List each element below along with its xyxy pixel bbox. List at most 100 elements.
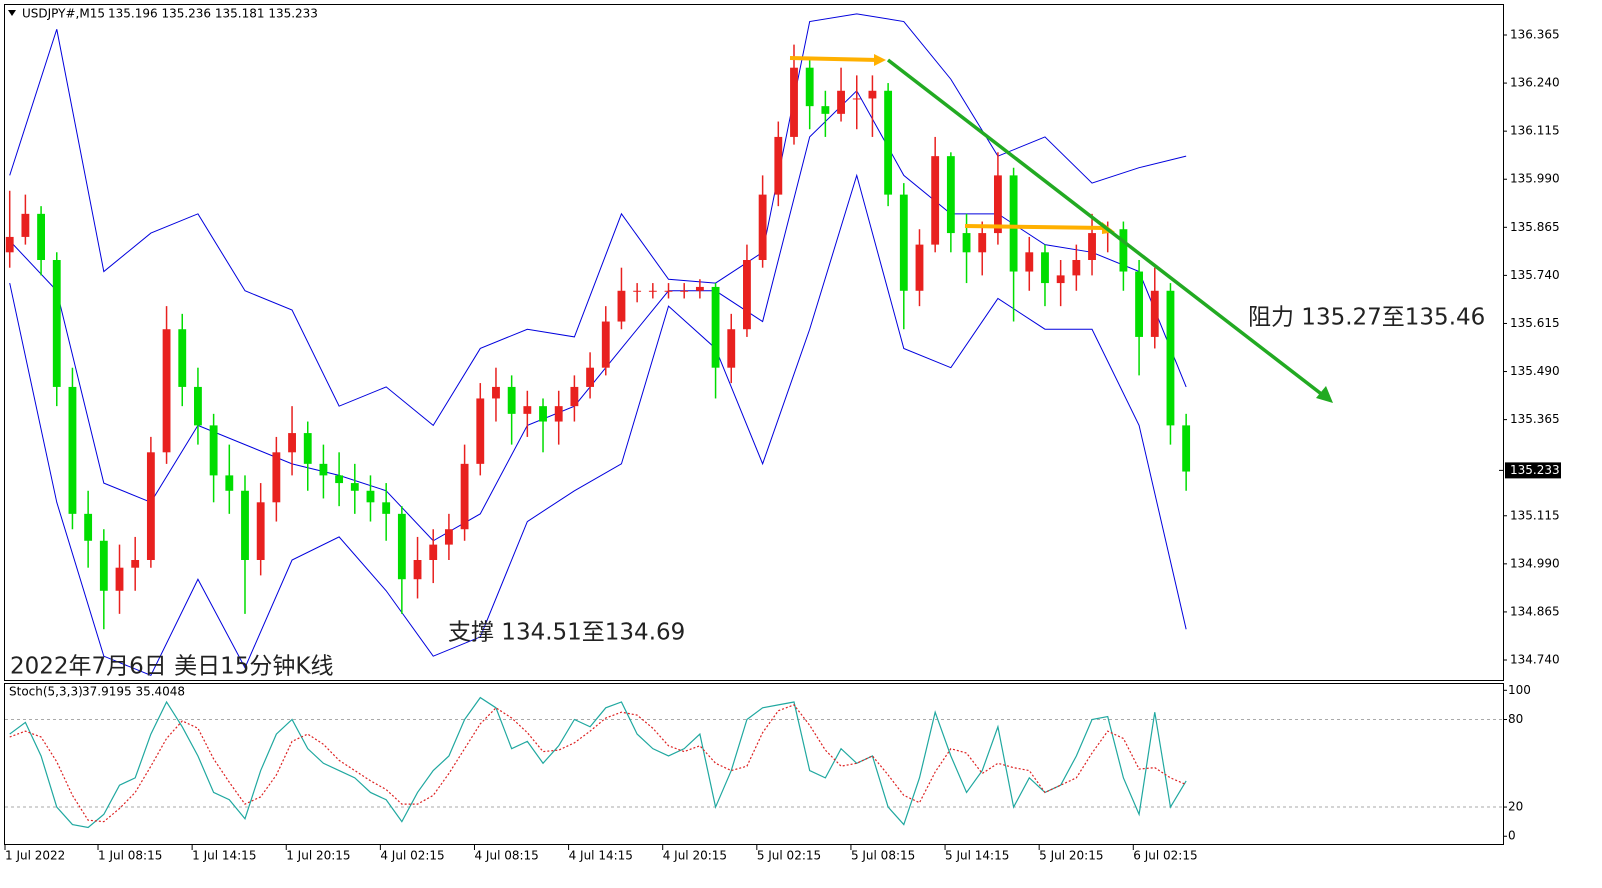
candle-body (790, 67, 798, 137)
x-tick-label: 4 Jul 20:15 (663, 849, 727, 863)
candle-body (68, 386, 77, 514)
candle-body (962, 233, 971, 253)
y-tick-label: 135.365 (1510, 412, 1560, 426)
stoch-y-tick-label: 80 (1508, 712, 1523, 726)
candle-body (821, 106, 830, 114)
candle-body (178, 329, 187, 387)
candle-body (146, 452, 155, 560)
resistance-arrow (964, 224, 1107, 230)
candle-body (256, 502, 265, 560)
candle-body (946, 156, 955, 234)
candle-body (523, 406, 532, 414)
candle-body (21, 213, 30, 237)
candle-body (884, 90, 893, 195)
x-tick-label: 1 Jul 08:15 (98, 849, 162, 863)
y-tick-label: 135.865 (1510, 220, 1560, 234)
arrow-head (1316, 386, 1333, 403)
stoch-y-tick-label: 20 (1508, 800, 1523, 814)
grid-layer: 136.365 136.240 136.115 135.990 135.865 135.7… (4, 28, 1560, 863)
candle-body (429, 544, 438, 560)
annotation: 阻力 135.27至135.46 (1248, 305, 1485, 331)
candle-body (727, 329, 736, 368)
y-tick-label: 134.740 (1510, 653, 1560, 667)
candle-body (209, 425, 218, 476)
candle-body (931, 156, 940, 245)
candle-body (852, 98, 861, 100)
candle-body (397, 513, 406, 580)
y-tick-label: 134.990 (1510, 556, 1560, 570)
candle-body (1072, 260, 1081, 276)
y-tick-label: 135.115 (1510, 508, 1560, 522)
candle-body (52, 260, 61, 387)
candle-body (37, 213, 45, 260)
candle-body (664, 290, 673, 292)
candle-body (554, 406, 563, 422)
candle-body (978, 233, 987, 253)
candle-body (1088, 233, 1096, 260)
x-tick-label: 4 Jul 14:15 (569, 849, 633, 863)
candle-body (868, 90, 877, 99)
candle-body (1150, 290, 1159, 337)
candle-body (743, 260, 751, 330)
y-tick-label: 135.615 (1510, 316, 1560, 330)
candle-body (915, 244, 924, 291)
candle-body (84, 513, 93, 541)
candle-body (350, 483, 359, 491)
candle-body (5, 236, 14, 253)
x-tick-label: 5 Jul 14:15 (945, 849, 1009, 863)
candle-body (303, 433, 312, 464)
candle-body (382, 502, 391, 514)
candle-body (319, 463, 328, 476)
candle-body (633, 290, 642, 292)
stoch-y-tick-label: 0 (1508, 829, 1516, 843)
candle-body (194, 386, 202, 426)
x-tick-label: 1 Jul 2022 (5, 849, 65, 863)
y-tick-label: 134.865 (1510, 604, 1560, 618)
y-tick-label: 135.990 (1510, 172, 1560, 186)
candle-body (225, 475, 234, 491)
trend-line (886, 58, 1326, 398)
stoch-y-tick-label: 100 (1508, 683, 1531, 697)
x-tick-label: 6 Jul 02:15 (1133, 849, 1197, 863)
current-price-label: 135.233 (1510, 463, 1560, 477)
candle-body (366, 490, 375, 503)
candle-body (1166, 290, 1175, 426)
candle-body (492, 386, 500, 399)
candle-body (993, 175, 1002, 234)
candle-body (335, 475, 344, 484)
stoch-k-line (9, 696, 1187, 829)
stoch-panel-frame (4, 683, 1504, 845)
header-values: 135.196 135.236 135.181 135.233 (108, 7, 318, 21)
y-tick-label: 135.740 (1510, 268, 1560, 282)
candle-body (570, 386, 579, 407)
y-tick-label: 136.365 (1510, 28, 1560, 42)
candle-body (241, 490, 249, 560)
marks-layer: 135.233 (5, 13, 1561, 829)
x-tick-label: 1 Jul 14:15 (192, 849, 256, 863)
annotation-arrows (789, 54, 1333, 403)
candle-body (1119, 229, 1128, 272)
candle-body (460, 463, 469, 530)
stoch-values: 37.9195 35.4048 (82, 685, 185, 699)
candle-body (1025, 252, 1034, 272)
candle-body (272, 452, 281, 503)
candle-body (680, 290, 689, 292)
candle-body (774, 136, 783, 195)
bollinger-middle (9, 89, 1187, 542)
candle-body (115, 567, 124, 591)
candle-body (1182, 425, 1191, 472)
annotation: 2022年7月6日 美日15分钟K线 (10, 654, 333, 680)
candle-body (601, 321, 610, 368)
x-tick-label: 1 Jul 20:15 (286, 849, 350, 863)
candle-body (648, 290, 657, 292)
candle-body (1056, 275, 1065, 284)
x-tick-label: 4 Jul 08:15 (474, 849, 538, 863)
candle-body (99, 540, 108, 591)
current-price-box (1505, 462, 1561, 479)
candle-body (617, 290, 626, 322)
x-tick-label: 4 Jul 02:15 (380, 849, 444, 863)
y-tick-label: 135.490 (1510, 364, 1560, 378)
x-tick-label: 5 Jul 02:15 (757, 849, 821, 863)
candle-body (288, 433, 296, 453)
candle-body (711, 286, 720, 368)
